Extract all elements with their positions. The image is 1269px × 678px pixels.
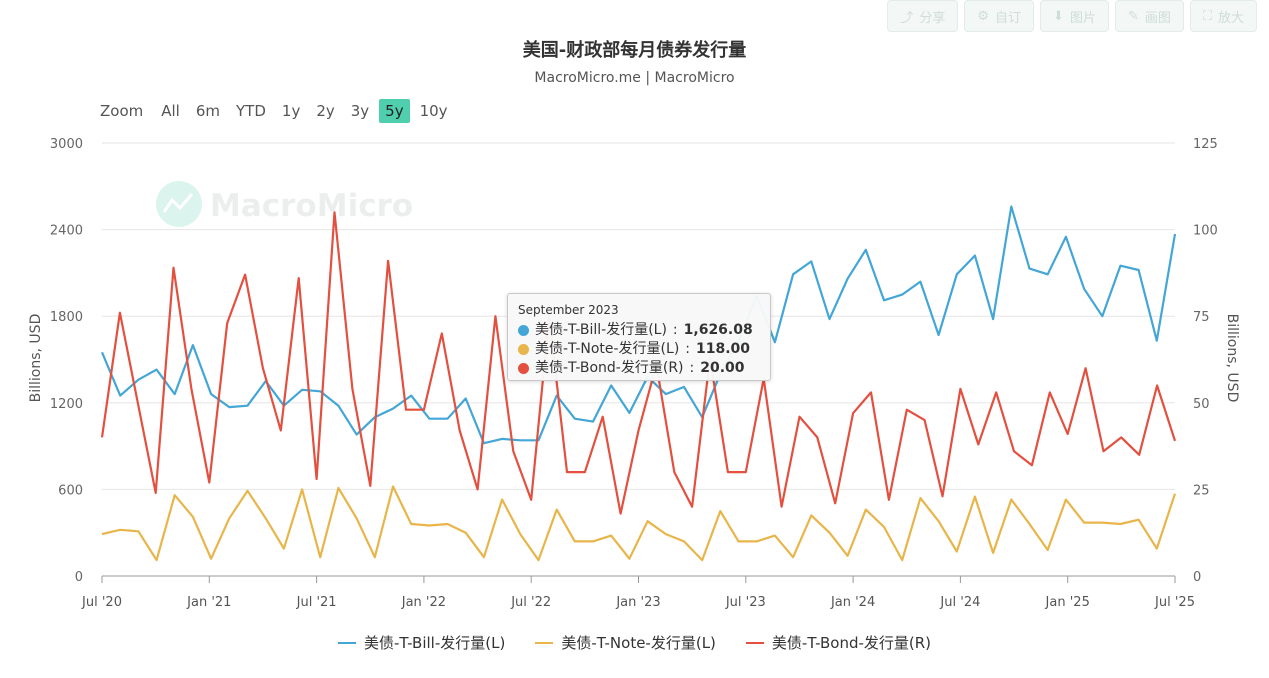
tooltip-value-tbill: 1,626.08 [683, 322, 753, 338]
pencil-icon: ✎ [1127, 8, 1139, 24]
x-tick-label: Jan '25 [1045, 595, 1090, 610]
tooltip-dot-tbill [518, 325, 529, 336]
chart-legend: 美债-T-Bill-发行量(L) 美债-T-Note-发行量(L) 美债-T-B… [0, 632, 1269, 653]
zoom-label: Zoom [100, 102, 144, 120]
zoom-6m-button[interactable]: 6m [195, 102, 221, 120]
tooltip-row-tnote: 美债-T-Note-发行量(L): 118.00 [518, 340, 760, 359]
zoom-selector: Zoom All 6m YTD 1y 2y 3y 5y 10y [100, 99, 454, 123]
y-right-tick-label: 100 [1193, 224, 1218, 239]
legend-item-tnote[interactable]: 美债-T-Note-发行量(L) [535, 632, 716, 653]
zoom-3y-button[interactable]: 3y [350, 102, 370, 120]
expand-label: 放大 [1217, 10, 1244, 26]
gear-icon: ⚙ [977, 8, 990, 24]
chart-header: 美国-财政部每月债券发行量 MacroMicro.me | MacroMicro [0, 36, 1269, 86]
legend-label-tbill: 美债-T-Bill-发行量(L) [363, 634, 506, 652]
x-tick-label: Jul '22 [510, 595, 551, 610]
zoom-all-button[interactable]: All [161, 102, 180, 120]
y-axis-right-title: Billions, USD [1224, 314, 1240, 403]
tooltip-value-tbond: 20.00 [700, 360, 745, 376]
y-left-tick-label: 3000 [50, 137, 83, 152]
chart-subtitle: MacroMicro.me | MacroMicro [534, 70, 735, 86]
y-axis-left-title: Billions, USD [28, 314, 44, 403]
y-right-tick-label: 125 [1193, 137, 1218, 152]
tooltip-value-tnote: 118.00 [696, 341, 751, 357]
custom-label: 自订 [995, 10, 1022, 26]
x-tick-label: Jan '21 [186, 595, 231, 610]
y-right-tick-label: 0 [1193, 570, 1201, 585]
tooltip-row-tbill: 美债-T-Bill-发行量(L): 1,626.08 [518, 321, 760, 340]
expand-button[interactable]: ⛶ 放大 [1189, 0, 1257, 32]
zoom-1y-button[interactable]: 1y [281, 102, 301, 120]
share-button[interactable]: ⤴ 分享 [887, 0, 959, 32]
chart-toolbar: ⤴ 分享 ⚙ 自订 ⬇ 图片 ✎ 画图 ⛶ 放大 [887, 0, 1257, 34]
watermark-trend-icon [162, 193, 194, 213]
zoom-2y-button[interactable]: 2y [316, 102, 335, 120]
y-axis-left: 0 600 1200 1800 2400 3000 [50, 137, 83, 585]
x-tick-label: Jul '20 [81, 595, 122, 610]
x-tick-label: Jul '25 [1154, 595, 1195, 610]
expand-icon: ⛶ [1202, 8, 1212, 24]
x-axis: Jul '20 Jan '21 Jul '21 Jan '22 Jul '22 Jan '… [81, 575, 1195, 610]
legend-item-tbond[interactable]: 美债-T-Bond-发行量(R) [745, 632, 932, 653]
y-right-tick-label: 25 [1193, 483, 1210, 498]
watermark-logo: MacroMicro [156, 181, 413, 227]
y-left-tick-label: 2400 [50, 224, 83, 239]
x-tick-label: Jul '21 [296, 595, 337, 610]
tooltip-row-tbond: 美债-T-Bond-发行量(R): 20.00 [518, 359, 760, 378]
series-line-tbond[interactable] [100, 211, 1177, 515]
zoom-ytd-button[interactable]: YTD [236, 102, 266, 120]
x-tick-label: Jan '24 [830, 595, 875, 610]
download-icon: ⬇ [1053, 8, 1064, 24]
draw-button[interactable]: ✎ 画图 [1114, 0, 1184, 32]
image-label: 图片 [1069, 10, 1096, 26]
chart-tooltip: September 2023 美债-T-Bill-发行量(L): 1,626.0… [507, 293, 771, 381]
tooltip-date: September 2023 [518, 303, 619, 317]
share-label: 分享 [919, 10, 946, 26]
y-left-tick-label: 1800 [50, 310, 83, 325]
x-tick-label: Jul '24 [939, 595, 980, 610]
chart-title: 美国-财政部每月债券发行量 [522, 40, 747, 61]
x-tick-label: Jul '23 [725, 595, 766, 610]
tooltip-name-tbond: 美债-T-Bond-发行量(R) [535, 360, 684, 376]
zoom-5y-button[interactable]: 5y [379, 99, 410, 123]
legend-swatch-tbill [337, 641, 356, 644]
custom-button[interactable]: ⚙ 自订 [964, 0, 1035, 32]
legend-swatch-tbond [745, 641, 764, 644]
zoom-10y-button[interactable]: 10y [419, 102, 448, 120]
y-axis-right: 0 25 50 75 100 125 [1193, 137, 1218, 585]
tooltip-name-tbill: 美债-T-Bill-发行量(L) [535, 322, 667, 338]
x-tick-label: Jan '23 [615, 595, 660, 610]
series-line-tnote[interactable] [101, 485, 1177, 562]
legend-item-tbill[interactable]: 美债-T-Bill-发行量(L) [337, 632, 506, 653]
y-left-tick-label: 1200 [50, 397, 83, 412]
image-button[interactable]: ⬇ 图片 [1040, 0, 1109, 32]
tooltip-dot-tbond [518, 363, 529, 374]
y-right-tick-label: 75 [1193, 310, 1210, 325]
legend-swatch-tnote [535, 641, 554, 644]
share-icon: ⤴ [900, 10, 914, 26]
draw-label: 画图 [1144, 10, 1171, 26]
series-lines [100, 205, 1177, 562]
y-right-tick-label: 50 [1193, 397, 1210, 412]
tooltip-name-tnote: 美债-T-Note-发行量(L) [535, 341, 680, 357]
legend-label-tbond: 美债-T-Bond-发行量(R) [771, 634, 932, 652]
y-left-tick-label: 600 [58, 483, 83, 498]
series-line-tbill[interactable] [100, 205, 1177, 445]
tooltip-dot-tnote [518, 344, 529, 355]
legend-label-tnote: 美债-T-Note-发行量(L) [561, 634, 716, 652]
y-left-tick-label: 0 [75, 570, 83, 585]
x-tick-label: Jan '22 [401, 595, 446, 610]
watermark-text: MacroMicro [210, 188, 413, 224]
watermark-logo-icon [156, 181, 202, 227]
